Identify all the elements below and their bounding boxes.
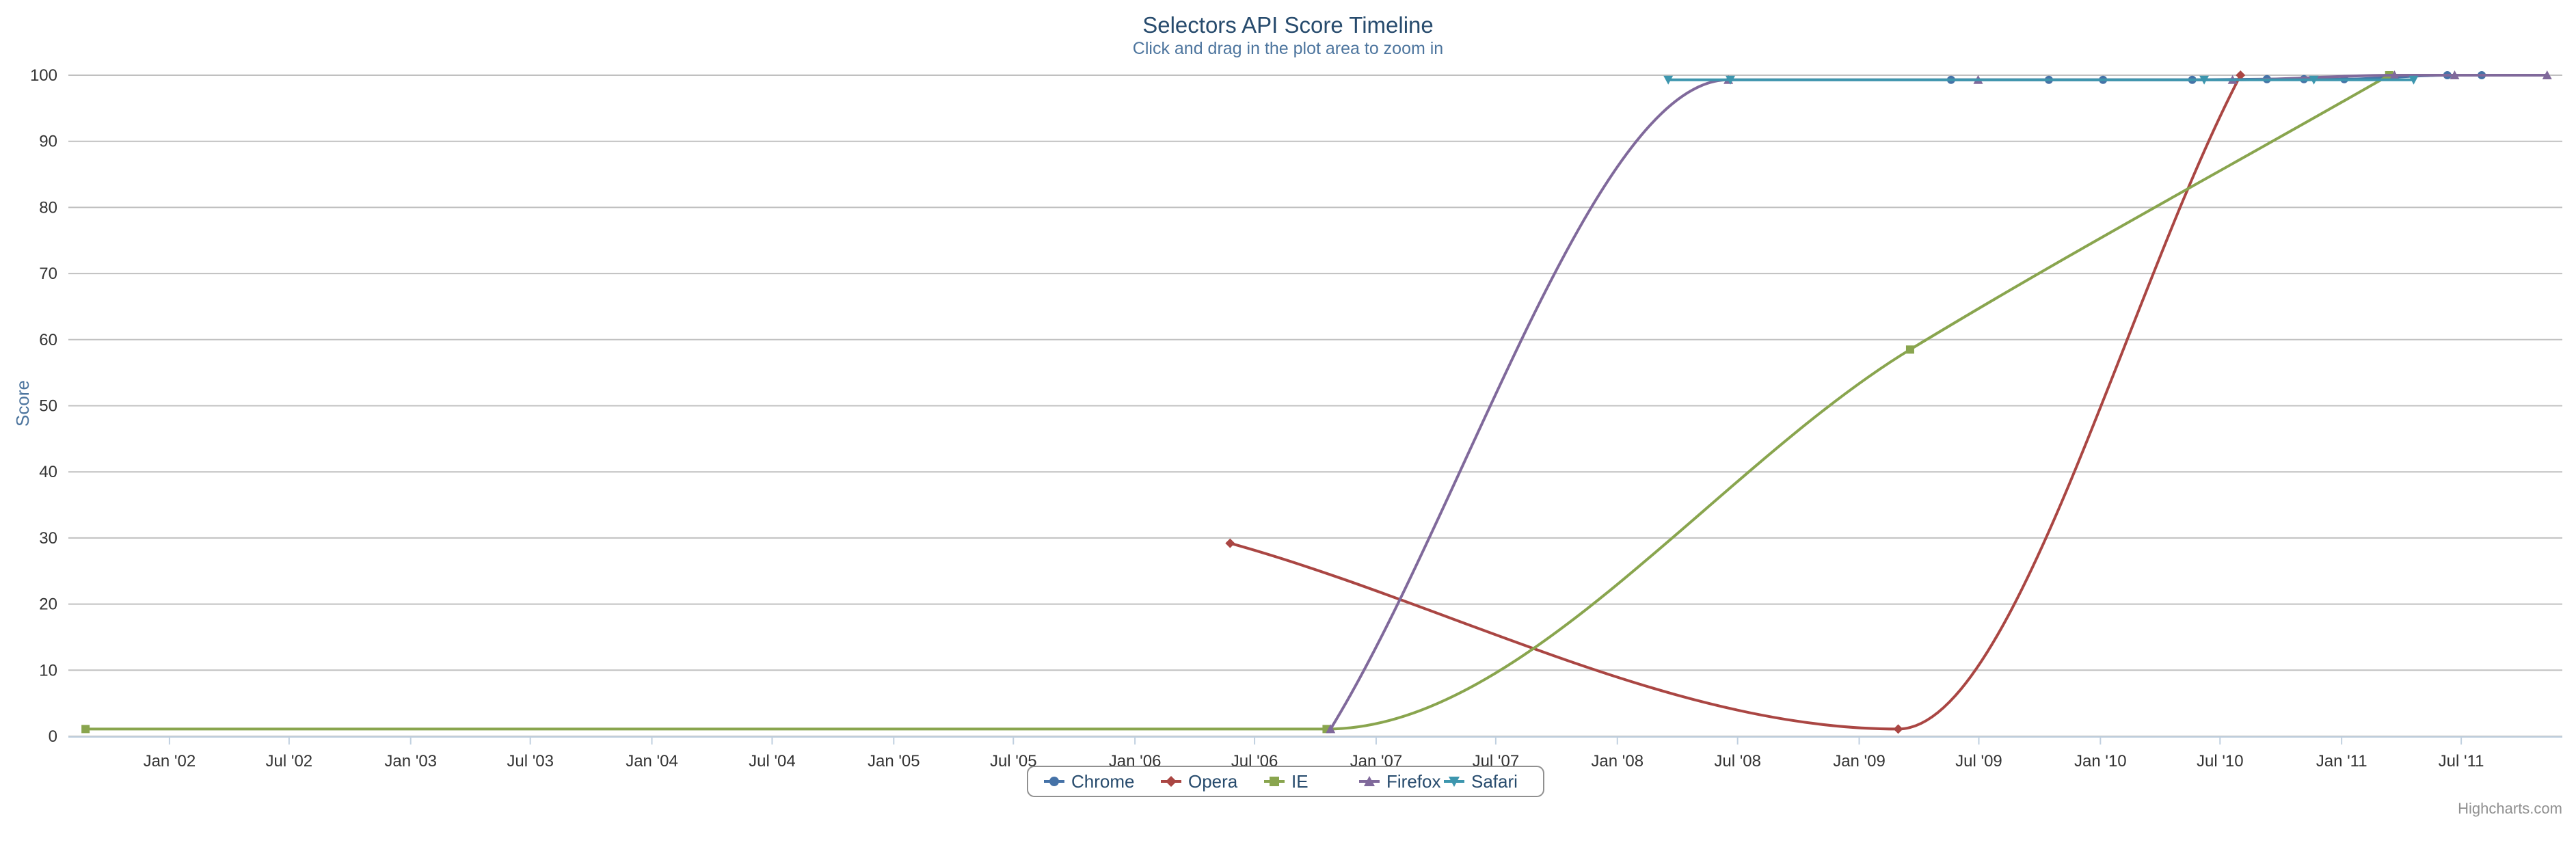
data-point-firefox[interactable]	[2450, 70, 2460, 79]
y-tick-label: 100	[30, 66, 57, 85]
legend-item-safari[interactable]: Safari	[1444, 771, 1518, 792]
x-tick-label: Jan '09	[1833, 752, 1886, 770]
y-axis-title: Score	[12, 380, 33, 427]
y-tick-label: 10	[39, 661, 57, 680]
y-tick-label: 30	[39, 529, 57, 548]
legend-label-firefox: Firefox	[1386, 771, 1440, 792]
chart-title: Selectors API Score Timeline	[1142, 12, 1434, 38]
y-tick-label: 40	[39, 463, 57, 481]
y-tick-label: 0	[49, 727, 57, 746]
plot-area[interactable]	[81, 70, 2552, 734]
x-tick-label: Jan '04	[626, 752, 678, 770]
x-tick-label: Jul '09	[1955, 752, 2002, 770]
y-tick-label: 90	[39, 133, 57, 151]
x-tick-label: Jul '05	[990, 752, 1037, 770]
x-tick-label: Jan '10	[2074, 752, 2127, 770]
y-tick-label: 60	[39, 331, 57, 349]
legend-label-ie: IE	[1291, 771, 1309, 792]
data-point-ie[interactable]	[81, 725, 90, 734]
x-tick-label: Jan '05	[868, 752, 920, 770]
data-point-opera[interactable]	[1893, 724, 1903, 734]
series-line-opera	[1229, 74, 2242, 731]
legend-label-chrome: Chrome	[1071, 771, 1134, 792]
series-firefox	[1326, 70, 2552, 734]
data-point-safari[interactable]	[2409, 75, 2419, 85]
chart-subtitle: Click and drag in the plot area to zoom …	[1133, 39, 1443, 58]
legend-label-safari: Safari	[1471, 771, 1518, 792]
x-tick-label: Jan '02	[144, 752, 196, 770]
data-point-firefox[interactable]	[1326, 724, 1336, 734]
legend-marker-firefox[interactable]	[1364, 776, 1375, 786]
data-point-safari[interactable]	[2199, 75, 2210, 85]
series-safari	[1663, 75, 2419, 85]
x-tick-label: Jul '04	[749, 752, 796, 770]
data-point-firefox[interactable]	[2542, 70, 2552, 79]
y-tick-label: 80	[39, 198, 57, 217]
x-axis: Jan '02 Jul '02 Jan '03 Jul '03 Jan '04 Jul '…	[68, 736, 2562, 770]
data-point-opera[interactable]	[2236, 70, 2246, 80]
data-point-firefox[interactable]	[2389, 70, 2400, 79]
legend-marker-opera[interactable]	[1166, 776, 1177, 787]
legend-item-opera[interactable]: Opera	[1161, 771, 1238, 792]
legend-box	[1027, 766, 1544, 797]
x-tick-label: Jul '10	[2197, 752, 2244, 770]
series-line-ie	[84, 74, 2391, 731]
series-opera	[1225, 70, 2246, 734]
y-tick-label: 50	[39, 397, 57, 416]
legend-item-chrome[interactable]: Chrome	[1044, 771, 1134, 792]
legend-marker-safari[interactable]	[1449, 777, 1460, 787]
legend-marker-ie[interactable]	[1270, 777, 1279, 786]
x-tick-label: Jul '02	[266, 752, 313, 770]
x-tick-label: Jul '03	[507, 752, 554, 770]
grid-lines	[68, 75, 2562, 737]
x-tick-label: Jul '11	[2439, 752, 2484, 770]
data-point-safari[interactable]	[1663, 75, 1674, 85]
data-point-safari[interactable]	[1726, 75, 1736, 85]
x-tick-label: Jan '11	[2316, 752, 2367, 770]
series-chrome	[1946, 71, 2486, 84]
legend-marker-chrome[interactable]	[1049, 777, 1059, 786]
series-ie	[81, 71, 2393, 734]
series-line-firefox	[1329, 73, 2549, 731]
legend-item-firefox[interactable]: Firefox	[1359, 771, 1440, 792]
x-tick-label: Jan '03	[384, 752, 437, 770]
x-tick-label: Jan '08	[1591, 752, 1643, 770]
y-tick-label: 20	[39, 595, 57, 614]
y-tick-label: 70	[39, 265, 57, 283]
legend-label-opera: Opera	[1188, 771, 1238, 792]
legend-item-ie[interactable]: IE	[1264, 771, 1309, 792]
legend[interactable]: Chrome Opera IE Firefox Safari	[1027, 766, 1544, 797]
data-point-ie[interactable]	[1905, 345, 1914, 354]
credits-link[interactable]: Highcharts.com	[2458, 800, 2562, 817]
y-axis: 0 10 20 30 40 50 60 70 80 90 100	[30, 66, 57, 746]
x-tick-label: Jul '08	[1714, 752, 1761, 770]
data-point-opera[interactable]	[1225, 538, 1235, 548]
data-point-safari[interactable]	[2309, 75, 2319, 85]
